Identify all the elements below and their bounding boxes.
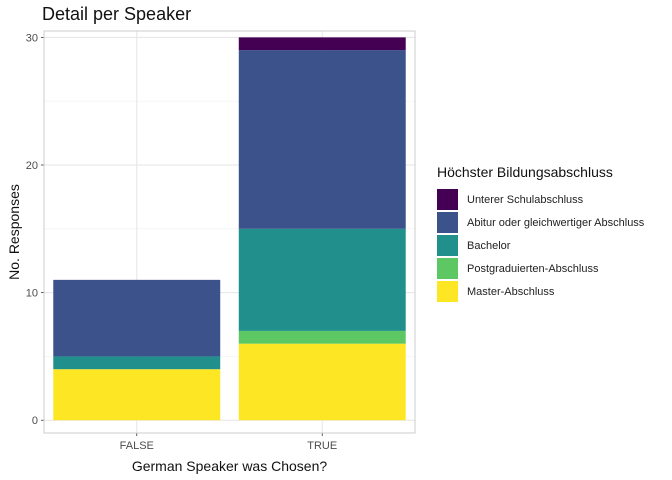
- legend-item: Unterer Schulabschluss: [437, 188, 644, 211]
- legend-items: Unterer Schulabschluss Abitur oder gleich…: [437, 188, 644, 303]
- bar-segment: [53, 356, 221, 370]
- legend-label: Postgraduierten-Abschluss: [467, 262, 599, 275]
- legend-label: Abitur oder gleichwertiger Abschluss: [467, 216, 645, 229]
- legend-label: Master-Abschluss: [467, 285, 555, 298]
- bar-segment: [53, 369, 221, 421]
- y-tick-label: 0: [32, 415, 38, 427]
- panel-border: [43, 30, 416, 434]
- bar-segment: [238, 37, 406, 51]
- legend-item: Postgraduierten-Abschluss: [437, 257, 644, 280]
- legend-label: Bachelor: [467, 239, 511, 252]
- legend-item: Abitur oder gleichwertiger Abschluss: [437, 211, 644, 234]
- bar-segment: [238, 50, 406, 229]
- legend-key: [437, 212, 458, 233]
- bar-segment: [238, 343, 406, 421]
- y-tick-label: 30: [26, 32, 38, 44]
- y-axis-title: No. Responses: [6, 184, 22, 280]
- bar-segment: [238, 228, 406, 331]
- x-axis-title: German Speaker was Chosen?: [132, 458, 328, 474]
- legend-key: [437, 281, 458, 302]
- y-tick-label: 20: [26, 160, 38, 172]
- chart-title: Detail per Speaker: [42, 4, 192, 24]
- legend-title: Höchster Bildungsabschluss: [437, 164, 613, 180]
- legend-item: Master-Abschluss: [437, 280, 644, 303]
- bar-segment: [53, 279, 221, 357]
- legend-key: [437, 189, 458, 210]
- legend-item: Bachelor: [437, 234, 644, 257]
- bar-segments: [53, 37, 406, 421]
- bar-segment: [238, 330, 406, 344]
- y-tick-label: 10: [26, 288, 38, 300]
- legend-key: [437, 258, 458, 279]
- x-tick-label: TRUE: [307, 440, 337, 452]
- legend-label: Unterer Schulabschluss: [467, 193, 584, 206]
- axis-ticks: 0 10 20 30 FALSE TRUE: [26, 32, 337, 452]
- x-tick-label: FALSE: [120, 440, 154, 452]
- legend: Höchster Bildungsabschluss Unterer Schul…: [437, 164, 644, 303]
- legend-key: [437, 235, 458, 256]
